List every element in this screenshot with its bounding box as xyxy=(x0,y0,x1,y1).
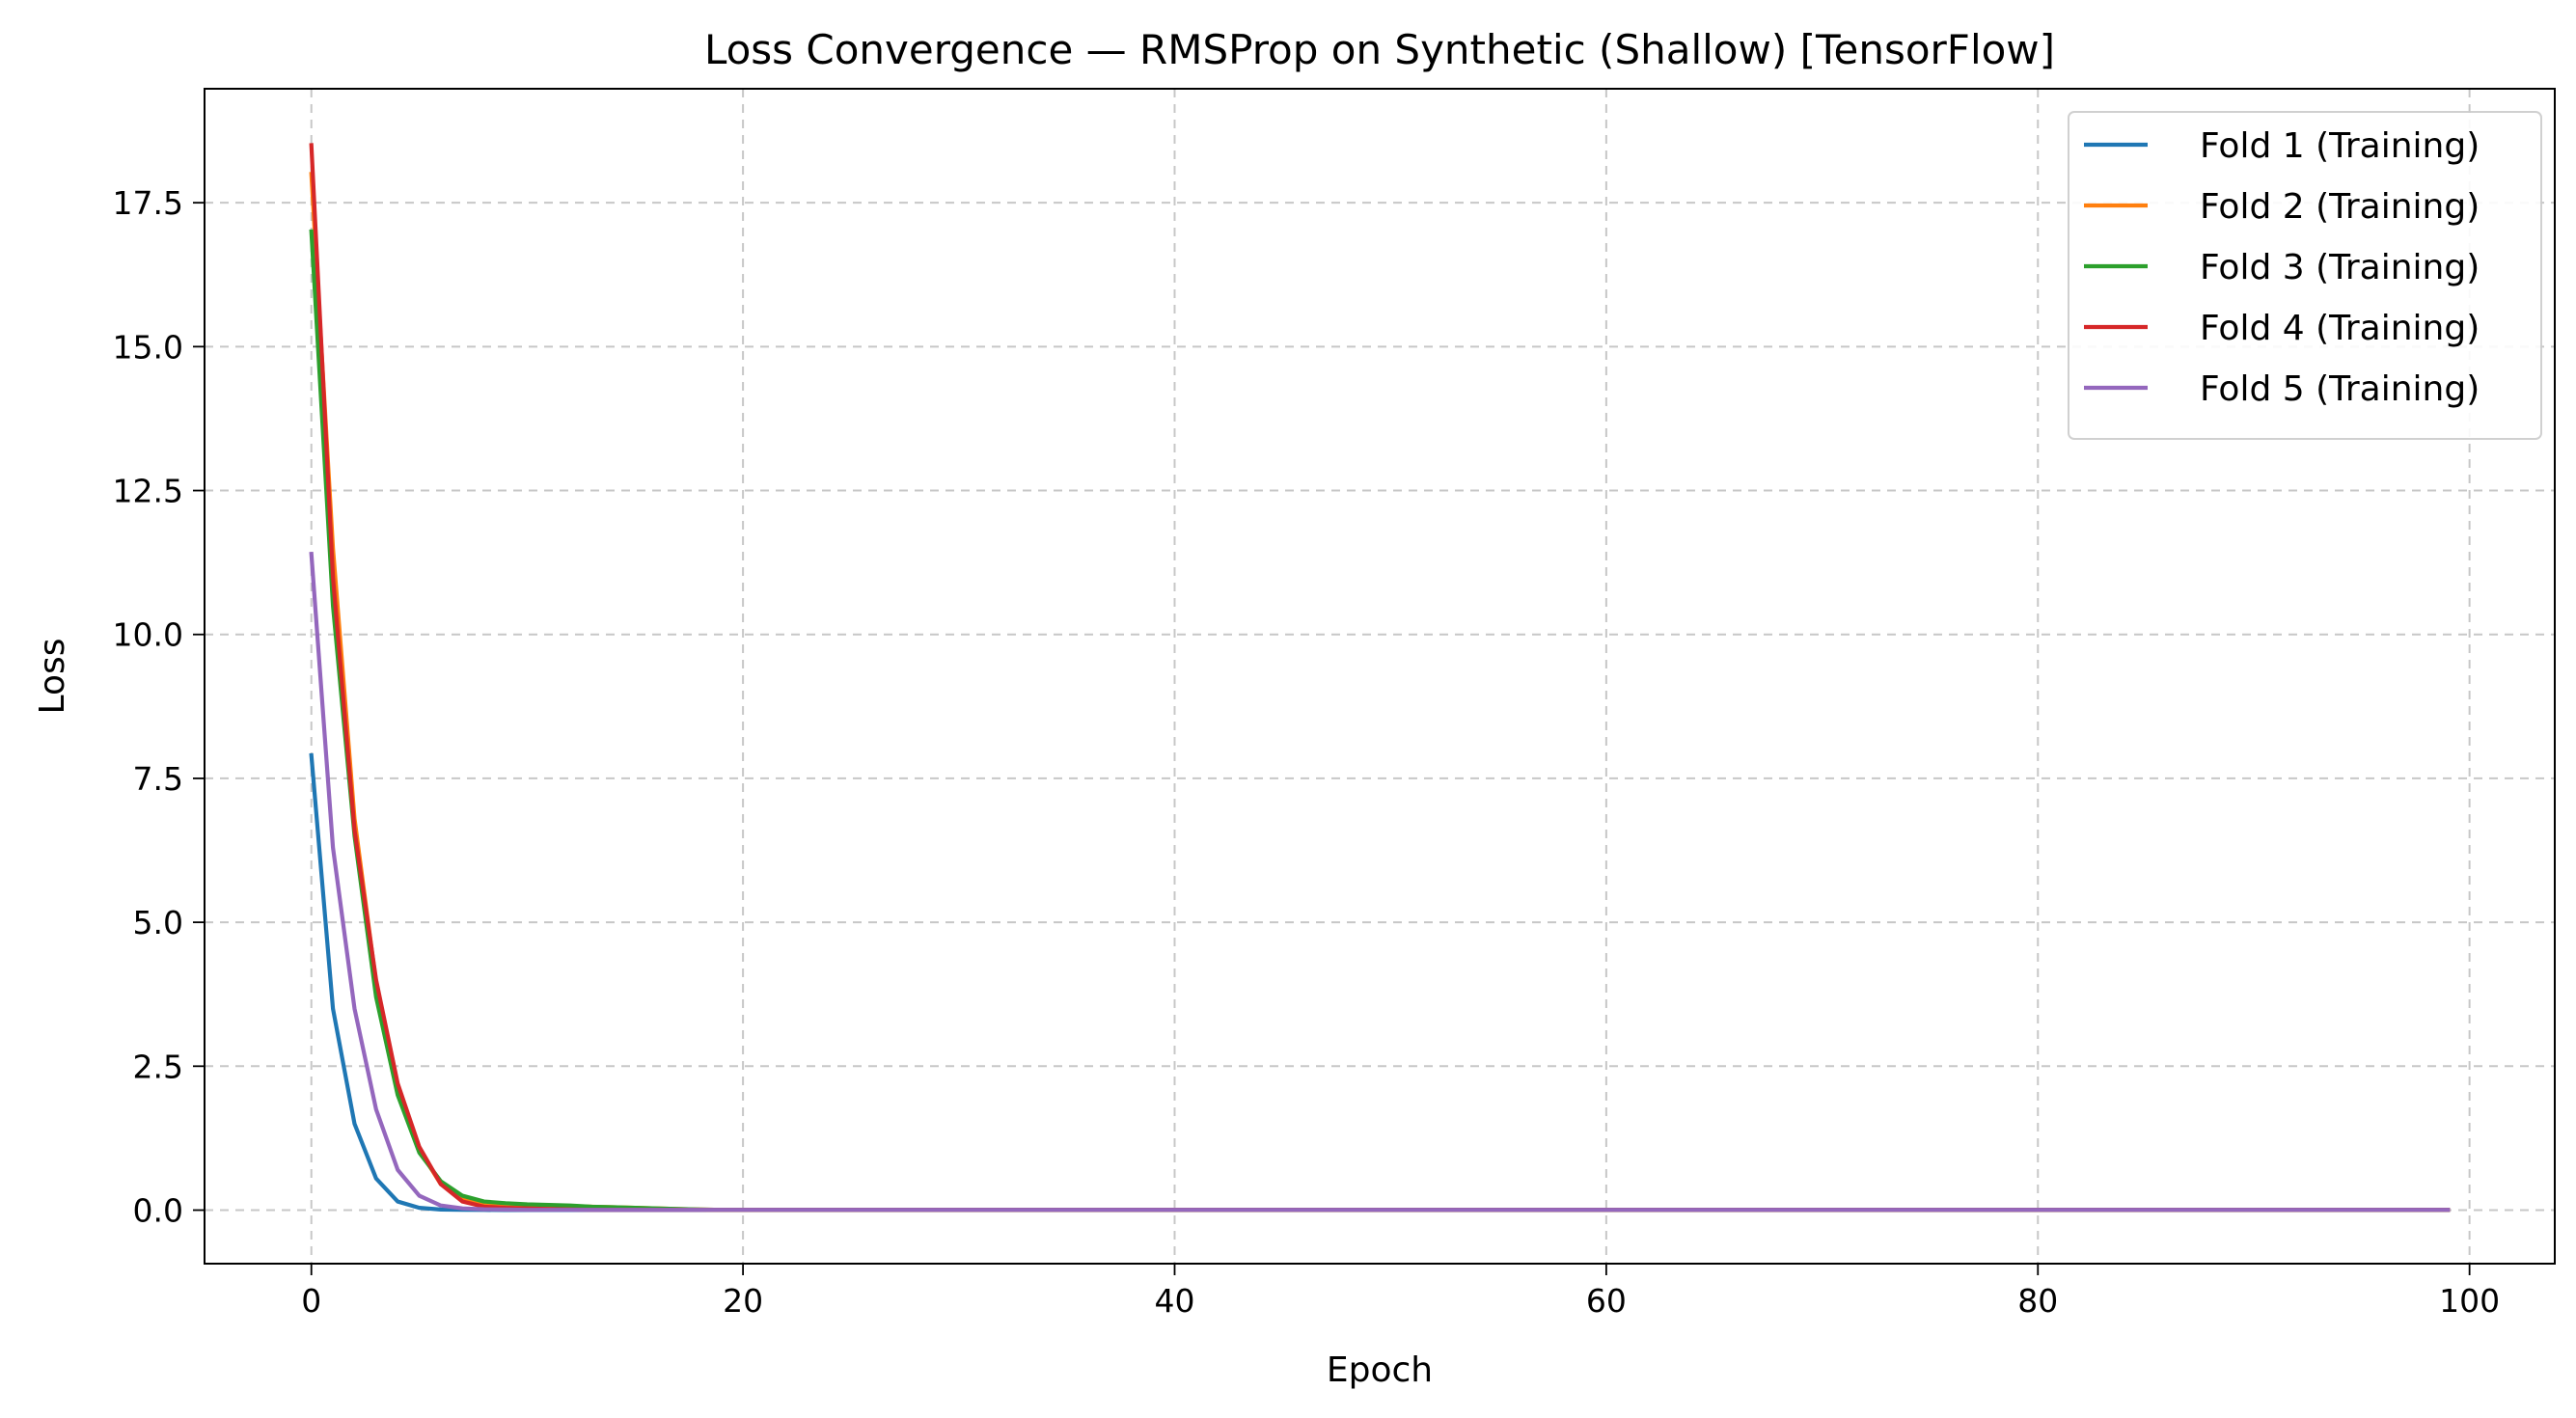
y-tick-label: 5.0 xyxy=(133,904,183,941)
axes-frame xyxy=(204,88,2556,1265)
x-axis-label: Epoch xyxy=(1327,1350,1433,1390)
y-tick-label: 2.5 xyxy=(133,1048,183,1085)
x-tick-label: 80 xyxy=(2017,1282,2058,1320)
y-tick-label: 15.0 xyxy=(113,328,183,366)
legend-label-fold-1: Fold 1 (Training) xyxy=(2200,126,2480,166)
x-tick-label: 20 xyxy=(723,1282,763,1320)
y-axis-label: Loss xyxy=(33,639,72,715)
legend: Fold 1 (Training) Fold 2 (Training) Fold 3… xyxy=(2068,111,2542,440)
y-tick-label: 12.5 xyxy=(113,473,183,510)
legend-label-fold-5: Fold 5 (Training) xyxy=(2200,369,2480,409)
x-tick-label: 40 xyxy=(1154,1282,1194,1320)
y-tick-label: 7.5 xyxy=(133,760,183,798)
y-tick-label: 17.5 xyxy=(113,184,183,222)
legend-label-fold-3: Fold 3 (Training) xyxy=(2200,248,2480,287)
y-tick-label: 0.0 xyxy=(133,1192,183,1230)
ticks-layer: 0 20 40 60 80 100 0.0 2.5 5.0 7.5 10.0 12.5 15.0 17.5 xyxy=(113,184,2501,1320)
series-line-fold-5 xyxy=(309,551,2451,1213)
x-tick-label: 60 xyxy=(1586,1282,1627,1320)
legend-box xyxy=(2068,111,2542,440)
x-tick-label: 100 xyxy=(2439,1282,2500,1320)
chart-title: Loss Convergence — RMSProp on Synthetic … xyxy=(704,26,2055,73)
series-line-fold-1 xyxy=(309,752,2451,1213)
y-tick-label: 10.0 xyxy=(113,616,183,654)
series-layer xyxy=(309,143,2451,1213)
x-tick-label: 0 xyxy=(301,1282,321,1320)
legend-label-fold-4: Fold 4 (Training) xyxy=(2200,309,2480,348)
legend-label-fold-2: Fold 2 (Training) xyxy=(2200,187,2480,227)
